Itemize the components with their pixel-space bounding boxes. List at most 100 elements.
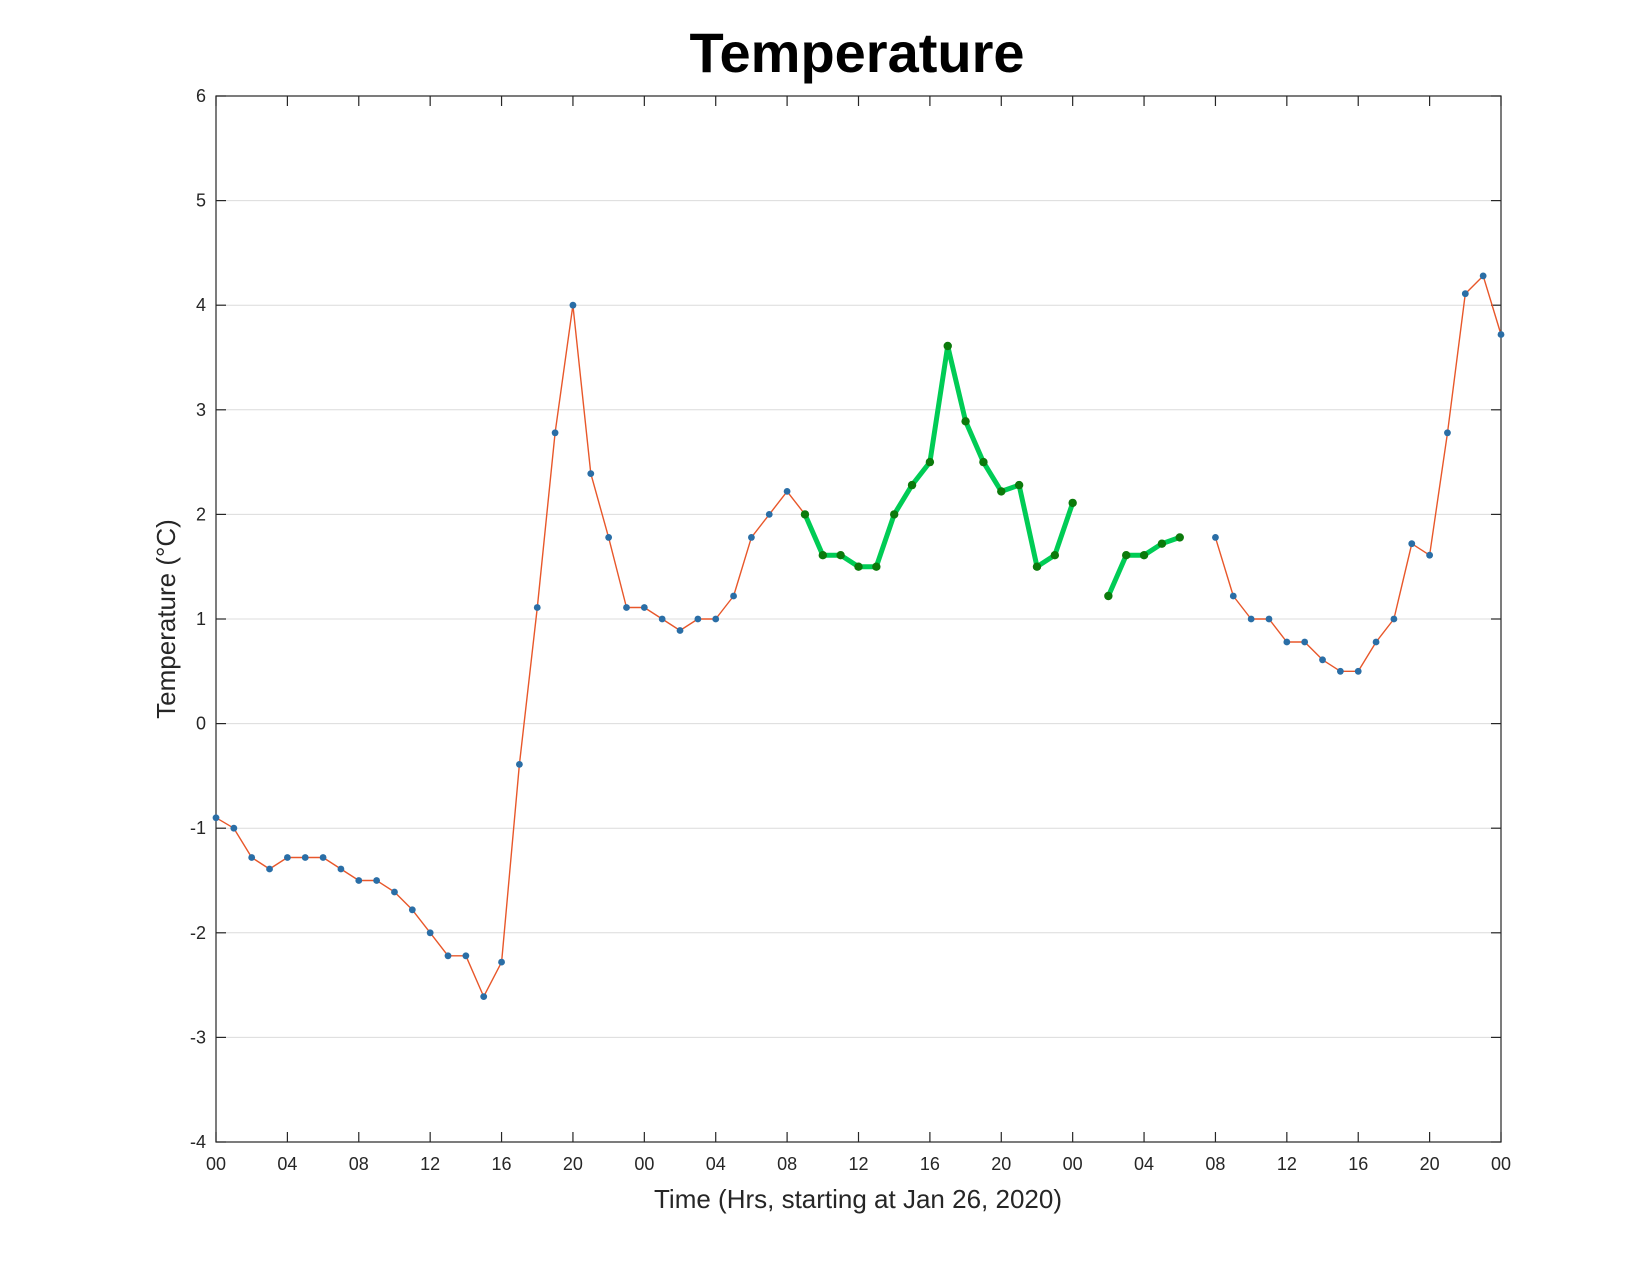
data-point (212, 814, 220, 822)
y-tick-label: 2 (196, 504, 206, 524)
data-point (730, 592, 737, 600)
y-tick-label: 3 (196, 400, 206, 420)
data-point (1068, 498, 1077, 508)
x-tick-label: 20 (991, 1154, 1011, 1174)
data-point (391, 888, 398, 896)
data-point (230, 824, 238, 832)
data-point (587, 470, 595, 478)
data-point (1139, 550, 1149, 560)
data-point (979, 457, 988, 467)
data-point (907, 480, 917, 490)
data-point (408, 906, 416, 914)
data-point (1444, 429, 1451, 437)
data-point (1336, 667, 1344, 675)
data-point (1032, 562, 1042, 571)
y-tick-label: -3 (190, 1027, 206, 1047)
series-line (1214, 275, 1502, 672)
data-point (961, 417, 970, 426)
data-point (462, 952, 470, 960)
data-point (676, 627, 684, 634)
data-point (373, 877, 381, 884)
data-point (1319, 656, 1326, 664)
series-line (215, 304, 806, 998)
y-tick-label: 5 (196, 191, 206, 211)
data-point (800, 510, 810, 519)
data-point (248, 854, 256, 861)
series-line (802, 343, 1076, 570)
data-point (1014, 480, 1024, 490)
data-point (925, 457, 935, 467)
data-point (694, 615, 702, 623)
x-tick-label: 12 (848, 1154, 868, 1174)
data-point (1497, 331, 1505, 338)
data-point (748, 534, 755, 541)
data-point (1461, 290, 1469, 298)
data-point (1265, 615, 1273, 623)
data-point (319, 854, 327, 861)
data-point (783, 487, 791, 495)
data-point (569, 301, 577, 309)
x-tick-label: 00 (1063, 1154, 1083, 1174)
data-point (1372, 638, 1380, 646)
series-1 (212, 272, 1505, 1001)
data-point (1247, 615, 1255, 623)
data-series (212, 272, 1505, 1001)
data-point (836, 550, 845, 560)
series-2 (800, 341, 1184, 601)
data-point (1354, 667, 1362, 675)
data-point (854, 562, 863, 571)
data-point (1390, 615, 1398, 623)
x-tick-label: 16 (920, 1154, 940, 1174)
data-point (1301, 638, 1309, 646)
data-point (426, 929, 434, 937)
data-point (533, 604, 541, 611)
x-tick-label: 00 (206, 1154, 226, 1174)
x-tick-label: 04 (1134, 1154, 1154, 1174)
data-point (444, 952, 452, 960)
y-tick-label: -1 (190, 818, 206, 838)
x-tick-label: 16 (1348, 1154, 1368, 1174)
grid-lines (216, 200, 1501, 1038)
x-tick-label: 08 (777, 1154, 797, 1174)
data-point (283, 854, 291, 861)
x-tick-label: 16 (492, 1154, 512, 1174)
data-point (997, 487, 1006, 496)
x-tick-label: 08 (1205, 1154, 1225, 1174)
data-point (1426, 551, 1434, 559)
data-point (266, 865, 273, 873)
data-point (1229, 592, 1237, 600)
x-tick-label: 12 (420, 1154, 440, 1174)
data-point (1175, 533, 1184, 542)
data-point (872, 562, 881, 571)
x-tick-label: 12 (1277, 1154, 1297, 1174)
data-point (1212, 534, 1219, 541)
x-tick-label: 20 (1420, 1154, 1440, 1174)
data-point (605, 534, 613, 541)
x-tick-label: 00 (634, 1154, 654, 1174)
y-tick-label: 6 (196, 86, 206, 106)
series-line (1105, 534, 1183, 599)
y-axis-label: Temperature (°C) (151, 519, 181, 719)
data-point (498, 958, 505, 966)
data-point (337, 865, 345, 873)
x-axis-label: Time (Hrs, starting at Jan 26, 2020) (654, 1184, 1062, 1214)
data-point (1050, 550, 1060, 560)
data-point (1104, 591, 1113, 601)
data-point (640, 604, 648, 611)
data-point (1408, 540, 1416, 548)
data-point (712, 615, 720, 623)
data-point (658, 615, 666, 623)
data-point (516, 760, 523, 768)
chart-title: Temperature (689, 21, 1024, 84)
x-tick-label: 04 (706, 1154, 726, 1174)
data-point (623, 604, 630, 611)
x-tick-label: 04 (277, 1154, 297, 1174)
data-point (1122, 550, 1131, 560)
x-tick-label: 20 (563, 1154, 583, 1174)
data-point (480, 993, 488, 1001)
data-point (355, 877, 363, 884)
data-point (765, 511, 773, 518)
data-point (1157, 539, 1167, 548)
